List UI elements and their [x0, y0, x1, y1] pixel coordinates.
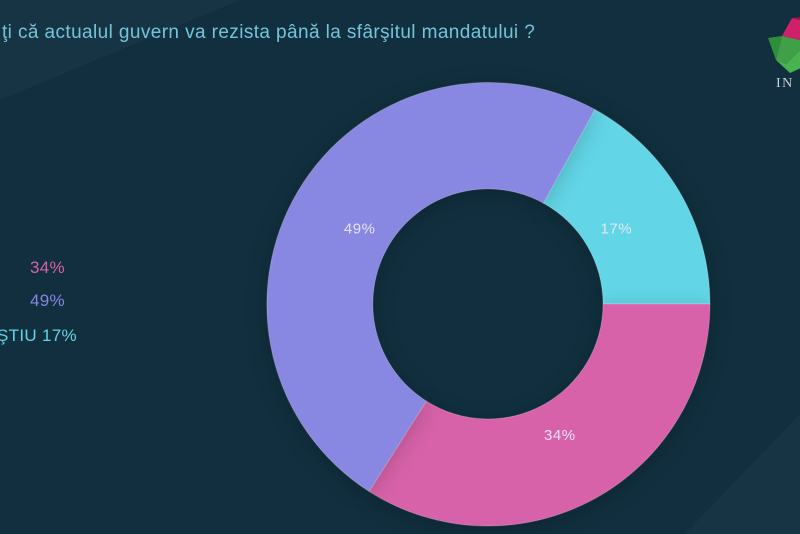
- legend-item: ŞTIU 17%: [0, 326, 77, 345]
- logo-gem-facet: [782, 18, 800, 41]
- logo-gem-icon: [768, 16, 800, 73]
- segment-label: 17%: [601, 220, 633, 237]
- logo-gem-facet: [768, 36, 782, 60]
- logo: IN: [752, 16, 800, 100]
- legend-item: 34%: [30, 258, 65, 277]
- logo-text: IN: [776, 76, 794, 91]
- logo-gem-facet: [776, 50, 800, 73]
- donut-segment-17%: [542, 109, 711, 305]
- legend-item: 49%: [30, 291, 65, 310]
- logo-gem-facet: [792, 16, 800, 20]
- donut-segment-49%: [266, 82, 596, 492]
- segment-label: 49%: [344, 220, 376, 237]
- donut-segment-34%: [368, 303, 711, 527]
- chart-title: ţi că actualul guvern va rezista până la…: [2, 22, 536, 43]
- segment-label: 34%: [544, 427, 576, 444]
- logo-gem-facet: [776, 36, 800, 64]
